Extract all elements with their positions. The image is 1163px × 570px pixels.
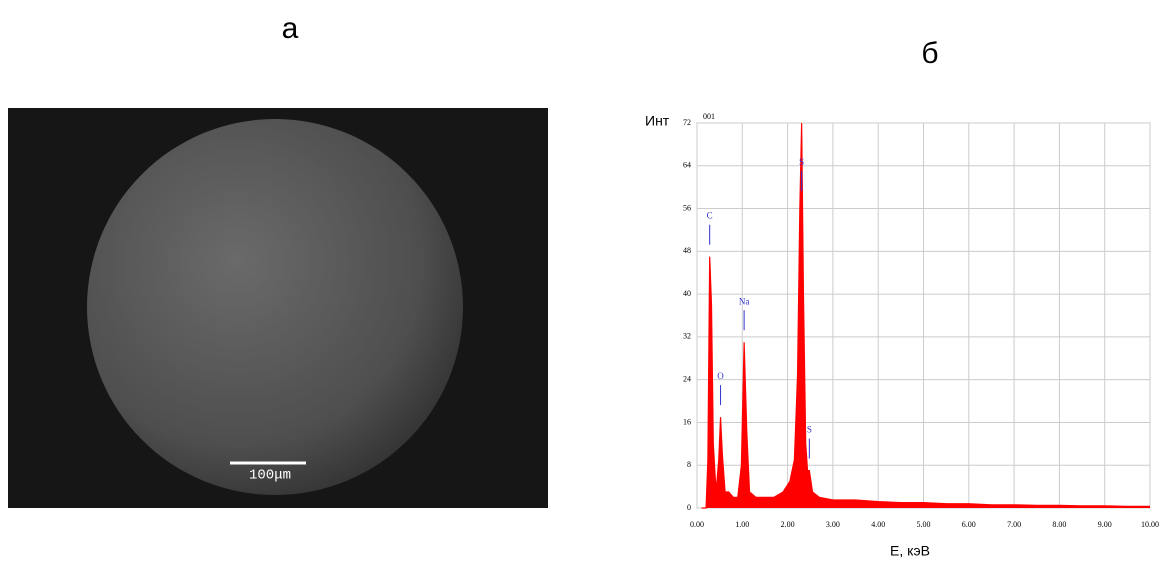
panel-label: б — [921, 37, 938, 70]
x-axis-label: E, кэВ — [890, 543, 930, 559]
y-tick-label: 16 — [683, 417, 691, 426]
y-tick-label: 72 — [683, 118, 691, 127]
x-tick-label: 3.00 — [826, 520, 840, 529]
area-fill — [701, 123, 1150, 508]
x-tick-label: 7.00 — [1007, 520, 1021, 529]
spectrum-line — [701, 122, 1150, 509]
x-tick-label: 10.00 — [1141, 520, 1159, 529]
sphere — [87, 119, 463, 495]
y-tick-label: 8 — [687, 460, 691, 469]
y-tick-label: 24 — [683, 374, 691, 383]
y-tick-label: 0 — [687, 503, 691, 512]
y-axis-label: Инт — [645, 113, 670, 129]
corner-text: 001 — [703, 112, 715, 121]
peak-label: O — [717, 371, 724, 381]
y-tick-label: 40 — [683, 289, 691, 298]
x-tick-label: 5.00 — [917, 520, 931, 529]
x-tick-label: 0.00 — [690, 520, 704, 529]
x-tick-label: 4.00 — [871, 520, 885, 529]
scale-bar-label: 100μm — [249, 468, 291, 484]
y-tick-label: 48 — [683, 246, 691, 255]
spectrum-chart: Инт 001 E, кэВ 0 8 16 24 32 40 48 56 64 72 0.00 1.0… — [645, 112, 1159, 559]
y-tick-label: 32 — [683, 332, 691, 341]
peak-label: C — [707, 211, 713, 221]
peak-label: S — [807, 425, 812, 435]
y-tick-label: 64 — [683, 161, 691, 170]
x-tick-label: 9.00 — [1098, 520, 1112, 529]
peak-label: S — [799, 157, 804, 167]
x-tick-label: 6.00 — [962, 520, 976, 529]
peak-label: Na — [739, 296, 750, 306]
panel-label: а — [282, 12, 299, 45]
x-tick-label: 8.00 — [1052, 520, 1066, 529]
y-tick-label: 56 — [683, 203, 691, 212]
x-tick-label: 1.00 — [735, 520, 749, 529]
x-tick-label: 2.00 — [781, 520, 795, 529]
sem-image: 100μm — [8, 108, 548, 508]
